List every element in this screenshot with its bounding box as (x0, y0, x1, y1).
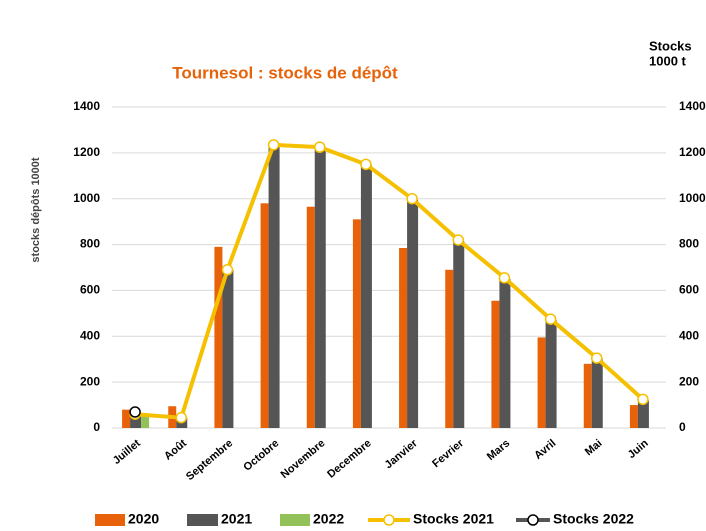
bar (545, 320, 557, 428)
x-tick-label: Mars (485, 437, 512, 463)
legend-label: 2020 (128, 511, 159, 527)
y2-tick-label: 1400 (679, 99, 706, 113)
line-marker (221, 264, 234, 276)
y-tick-label: 1000 (73, 191, 100, 205)
x-tick-label: Avril (532, 437, 558, 462)
y-tick-label: 1400 (73, 99, 100, 113)
y-tick-label: 800 (80, 237, 100, 251)
bar (268, 145, 280, 428)
y2-tick-label: 400 (679, 328, 699, 342)
legend-label: Stocks 2022 (553, 511, 634, 527)
line-marker (406, 192, 418, 205)
bar (306, 206, 315, 428)
legend-swatch (95, 514, 125, 526)
bar (537, 337, 546, 428)
legend-swatch (280, 514, 310, 526)
y-tick-label: 400 (80, 328, 100, 342)
y2-axis-label: 1000 t (649, 53, 687, 68)
y-tick-label: 600 (80, 283, 100, 297)
line-marker (175, 411, 187, 424)
x-tick-label: Novembre (279, 437, 328, 481)
legend-marker (527, 514, 539, 526)
y2-tick-label: 1200 (679, 145, 706, 159)
line-marker (314, 141, 326, 153)
legend-label: Stocks 2021 (413, 511, 494, 527)
bar (637, 400, 649, 428)
line-marker (129, 406, 141, 418)
bar (445, 269, 454, 428)
bar (130, 414, 142, 428)
line-marker (544, 313, 557, 325)
y-tick-label: 200 (80, 374, 100, 388)
bar (122, 409, 131, 428)
line-marker (452, 234, 464, 246)
line-marker (267, 139, 280, 151)
bar (591, 359, 603, 428)
y-axis-label: stocks dépôts 1000t (30, 157, 42, 262)
x-tick-label: Juillet (111, 437, 143, 467)
y2-tick-label: 200 (679, 374, 699, 388)
x-tick-label: Août (162, 437, 189, 463)
bar (222, 269, 234, 428)
bar (360, 165, 372, 429)
x-tick-label: Janvier (383, 437, 421, 471)
x-tick-label: Decembre (325, 437, 373, 480)
x-tick-label: Septembre (184, 437, 235, 483)
line-marker (360, 158, 372, 171)
line-marker (637, 393, 649, 406)
bar (214, 246, 223, 428)
y2-axis-label: Stocks (649, 38, 692, 53)
bar (352, 219, 361, 428)
y-tick-label: 0 (93, 420, 100, 434)
bar (314, 148, 326, 428)
bar (499, 278, 511, 428)
legend-marker (383, 514, 395, 526)
legend-swatch (187, 514, 218, 526)
chart-title: Tournesol : stocks de dépôt (172, 63, 398, 82)
bar (407, 199, 419, 428)
y2-tick-label: 800 (679, 237, 699, 251)
bar (583, 363, 592, 428)
legend-label: 2021 (221, 511, 252, 527)
bar (260, 203, 269, 428)
x-tick-label: Juin (626, 437, 651, 461)
x-tick-label: Octobre (241, 437, 281, 473)
bar (453, 241, 465, 428)
y2-tick-label: 0 (679, 420, 686, 434)
line (134, 142, 645, 420)
bar (141, 414, 150, 428)
y-tick-label: 1200 (73, 145, 100, 159)
y2-tick-label: 600 (679, 283, 699, 297)
y2-tick-label: 1000 (679, 191, 706, 205)
line-marker (498, 272, 511, 284)
legend-label: 2022 (313, 511, 344, 527)
bar (629, 405, 638, 428)
bar (491, 300, 500, 428)
line-marker (591, 352, 603, 364)
bar (399, 248, 408, 428)
x-tick-label: Fevrier (430, 437, 466, 470)
x-tick-label: Mai (583, 437, 605, 458)
